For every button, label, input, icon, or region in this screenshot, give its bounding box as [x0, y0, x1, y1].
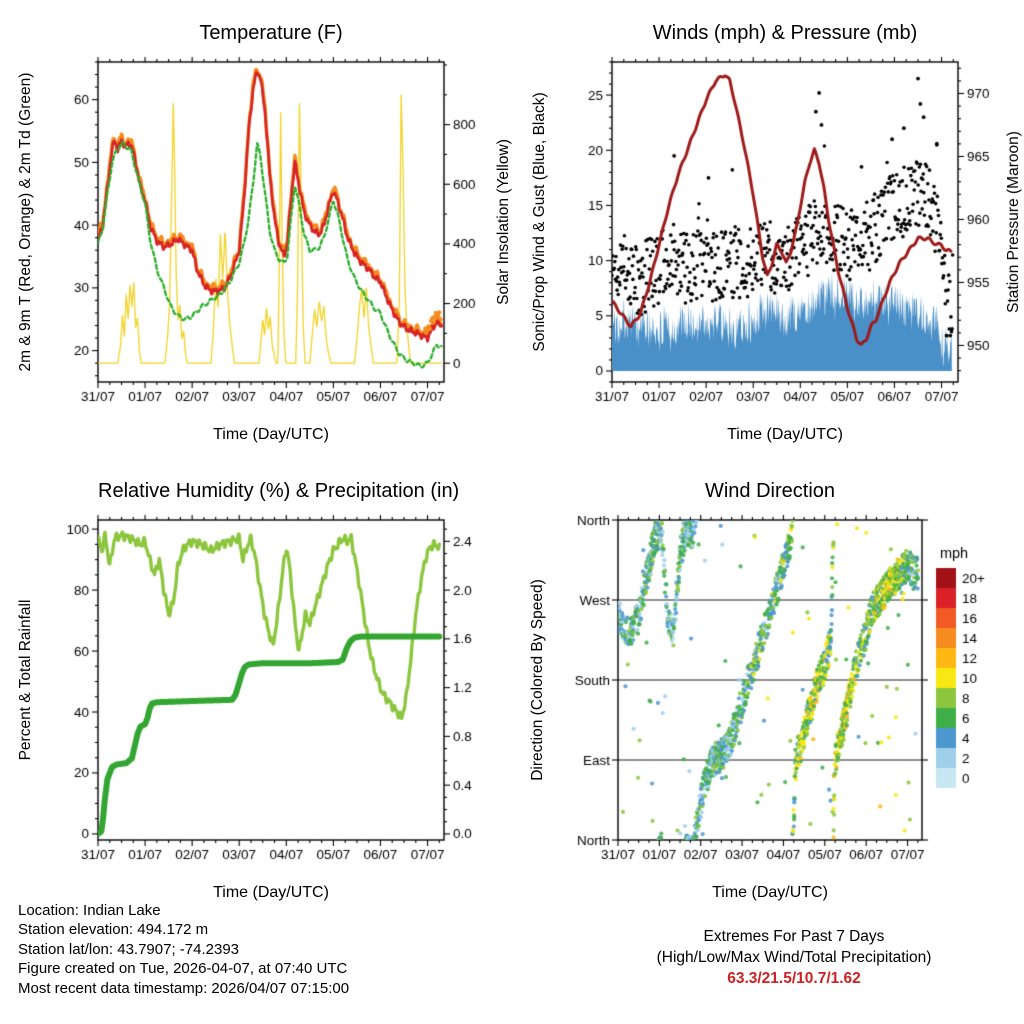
pressure-ylabel-right: Station Pressure (Maroon) [1005, 131, 1022, 313]
humidity-precip-chart-canvas [56, 510, 496, 882]
humidity-ylabel-left: Percent & Total Rainfall [17, 599, 34, 761]
extremes-subtitle: (High/Low/Max Wind/Total Precipitation) [656, 949, 932, 966]
station-latlon-line: Station lat/lon: 43.7907; -74.2393 [18, 940, 240, 958]
temperature-ylabel-left: 2m & 9m T (Red, Orange) & 2m Td (Green) [17, 72, 34, 372]
winds-pressure-title: Winds (mph) & Pressure (mb) [652, 22, 918, 44]
winds-pressure-chart-canvas [570, 52, 1010, 424]
winds-pressure-panel: Winds (mph) & Pressure (mb) Sonic/Prop W… [524, 10, 1024, 460]
temperature-chart-canvas [56, 52, 496, 424]
winds-ylabel-left: Sonic/Prop Wind & Gust (Blue, Black) [531, 92, 548, 352]
wind-direction-panel: Wind Direction Direction (Colored By Spe… [524, 468, 1024, 918]
extremes-values: 63.3/21.5/10.7/1.62 [727, 970, 861, 987]
wind-direction-chart-canvas [570, 510, 1024, 882]
station-location-line: Location: Indian Lake [18, 902, 161, 919]
humidity-precip-panel: Relative Humidity (%) & Precipitation (i… [10, 468, 510, 918]
figure-created-line: Figure created on Tue, 2026-04-07, at 07… [18, 960, 348, 978]
humidity-precip-title: Relative Humidity (%) & Precipitation (i… [98, 480, 460, 502]
data-timestamp-line: Most recent data timestamp: 2026/04/07 0… [18, 979, 350, 997]
humidity-xlabel: Time (Day/UTC) [213, 884, 329, 901]
temperature-ylabel-right: Solar Insolation (Yellow) [495, 139, 512, 305]
wind-direction-xlabel: Time (Day/UTC) [712, 884, 828, 901]
extremes-summary: Extremes For Past 7 Days (High/Low/Max W… [564, 926, 1024, 989]
wind-direction-title: Wind Direction [704, 480, 836, 502]
temperature-xlabel: Time (Day/UTC) [213, 426, 329, 443]
temperature-title: Temperature (F) [199, 22, 343, 44]
temperature-panel: Temperature (F) 2m & 9m T (Red, Orange) … [10, 10, 512, 460]
winds-xlabel: Time (Day/UTC) [727, 426, 843, 443]
wind-direction-ylabel-left: Direction (Colored By Speed) [529, 579, 546, 781]
station-elevation-line: Station elevation: 494.172 m [18, 921, 209, 939]
extremes-title: Extremes For Past 7 Days [703, 928, 885, 945]
station-info: Location: Indian Lake Station elevation:… [18, 901, 349, 998]
